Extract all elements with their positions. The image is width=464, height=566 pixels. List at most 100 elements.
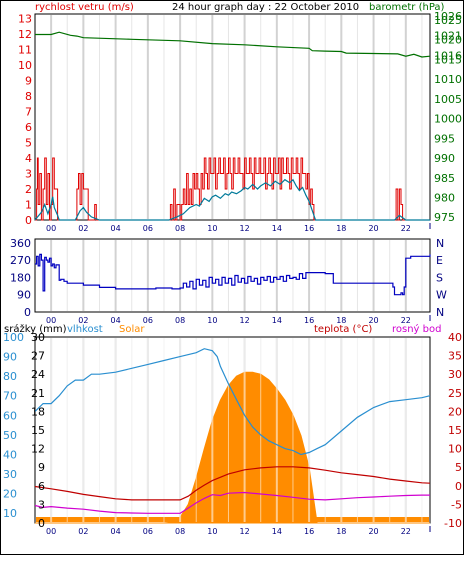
barometer-tick-label: 975 — [434, 211, 455, 224]
humidity-tick-label: 40 — [3, 448, 17, 461]
temperature-tick-label: -5 — [451, 498, 462, 511]
x-tick-label: 16 — [304, 316, 314, 325]
temperature-tick-label: 30 — [448, 368, 462, 381]
direction-tick-label: 270 — [10, 254, 31, 267]
temperature-tick-label: -10 — [444, 517, 462, 530]
x-tick-label: 02 — [78, 224, 88, 233]
wind-grid — [50, 15, 423, 219]
rain-tick-label: 3 — [38, 498, 45, 511]
x-tick-label: 00 — [46, 224, 56, 233]
x-tick-label: 04 — [111, 527, 121, 536]
rain-tick-label: 0 — [38, 517, 45, 530]
solar-legend: Solar — [119, 324, 145, 335]
wind-marks — [34, 31, 431, 221]
series-direction — [35, 253, 431, 296]
direction-tick-label: 90 — [17, 289, 31, 302]
x-tick-label: 04 — [111, 316, 121, 325]
rain-tick-label: 9 — [38, 461, 45, 474]
series-rosný-bod — [34, 491, 430, 514]
x-tick-label: 00 — [46, 527, 56, 536]
solar-baseline — [36, 517, 429, 522]
x-tick-label: 22 — [401, 224, 411, 233]
rain-tick-label: 12 — [31, 443, 45, 456]
series-gust — [35, 157, 430, 221]
x-tick-label: 22 — [401, 527, 411, 536]
rain-tick-label: 15 — [31, 424, 45, 437]
barometer-tick-label: 995 — [434, 132, 455, 145]
x-tick-label: 18 — [336, 316, 346, 325]
temperature-legend: teplota (°C) — [314, 324, 372, 335]
x-tick-label: 12 — [239, 316, 249, 325]
barometer-tick-label: 1021 — [434, 30, 462, 43]
wind-tick-label: 1 — [25, 199, 32, 212]
temperature-tick-label: 5 — [455, 461, 462, 474]
wind-tick-label: 13 — [18, 13, 32, 26]
barometer-tick-label: 1026 — [434, 10, 462, 23]
humidity-tick-label: 100 — [3, 331, 24, 344]
x-tick-label: 06 — [143, 224, 153, 233]
dewpoint-legend: rosný bod — [392, 323, 441, 335]
rain-tick-label: 18 — [31, 405, 45, 418]
x-tick-label: 10 — [207, 316, 217, 325]
wind-tick-label: 12 — [18, 28, 32, 41]
chart-title: 24 hour graph day : 22 October 2010 — [172, 2, 359, 13]
x-tick-label: 22 — [401, 316, 411, 325]
wind-tick-label: 9 — [25, 75, 32, 88]
temperature-tick-label: 20 — [448, 405, 462, 418]
series-teplota — [34, 466, 431, 501]
humidity-tick-label: 60 — [3, 409, 17, 422]
barometer-tick-label: 990 — [434, 152, 455, 165]
x-tick-label: 14 — [272, 316, 282, 325]
wind-tick-label: 5 — [25, 137, 32, 150]
compass-tick-label: W — [436, 289, 447, 302]
temperature-tick-label: 15 — [448, 424, 462, 437]
wind-tick-label: 11 — [18, 44, 32, 57]
temperature-tick-label: 0 — [455, 480, 462, 493]
direction-tick-label: 360 — [10, 237, 31, 250]
wind-tick-label: 8 — [25, 90, 32, 103]
compass-tick-label: N — [436, 306, 444, 319]
x-tick-label: 18 — [336, 224, 346, 233]
rain-legend: srážky (mm) — [4, 323, 67, 335]
x-tick-label: 02 — [78, 316, 88, 325]
wind-tick-label: 7 — [25, 106, 32, 119]
wind-axis-title: rychlost vetru (m/s) — [35, 2, 134, 13]
barometer-tick-label: 1010 — [434, 73, 462, 86]
x-tick-label: 06 — [143, 316, 153, 325]
rain-tick-label: 27 — [31, 350, 45, 363]
humidity-tick-label: 80 — [3, 370, 17, 383]
wind-tick-label: 6 — [25, 121, 32, 134]
series-vlhkost — [34, 348, 431, 456]
x-tick-label: 00 — [46, 316, 56, 325]
x-tick-label: 20 — [368, 224, 378, 233]
x-tick-label: 20 — [368, 527, 378, 536]
temperature-tick-label: 25 — [448, 387, 462, 400]
direction-tick-label: 180 — [10, 271, 31, 284]
x-tick-label: 06 — [143, 527, 153, 536]
compass-tick-label: N — [436, 237, 444, 250]
barometer-tick-label: 1015 — [434, 53, 462, 66]
humidity-tick-label: 50 — [3, 429, 17, 442]
wind-tick-label: 0 — [25, 214, 32, 227]
x-tick-label: 14 — [272, 527, 282, 536]
wind-tick-label: 4 — [25, 152, 32, 165]
humidity-tick-label: 20 — [3, 488, 17, 501]
compass-tick-label: S — [436, 271, 443, 284]
x-tick-label: 14 — [272, 224, 282, 233]
temperature-tick-label: 10 — [448, 443, 462, 456]
temp-marks — [34, 338, 431, 524]
barometer-tick-label: 1005 — [434, 93, 462, 106]
direction-marks — [35, 253, 431, 296]
rain-tick-label: 30 — [31, 331, 45, 344]
x-tick-label: 20 — [368, 316, 378, 325]
x-tick-label: 10 — [207, 224, 217, 233]
direction-tick-label: 0 — [24, 306, 31, 319]
wind-panel — [34, 13, 431, 221]
x-tick-label: 16 — [304, 224, 314, 233]
rain-tick-label: 24 — [31, 368, 45, 381]
x-tick-label: 04 — [111, 224, 121, 233]
humidity-tick-label: 10 — [3, 507, 17, 520]
